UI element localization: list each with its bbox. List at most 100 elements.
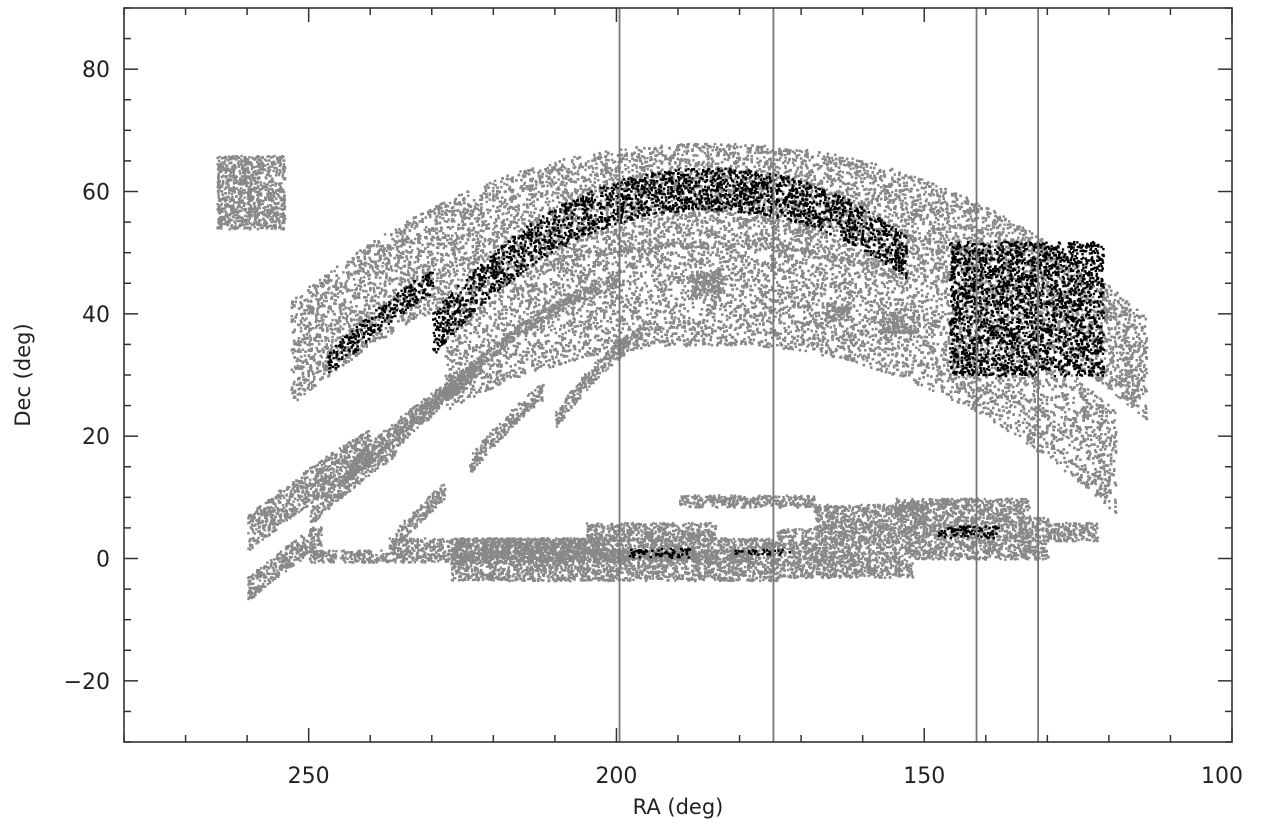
data-point [924, 186, 928, 189]
data-point [1093, 313, 1096, 317]
data-point [431, 263, 434, 266]
data-point [925, 198, 928, 201]
data-point [487, 255, 490, 258]
data-point [1115, 351, 1119, 355]
data-point [830, 156, 834, 160]
data-point [898, 242, 902, 245]
data-point [318, 323, 321, 327]
data-point [425, 294, 428, 298]
data-point [476, 240, 480, 243]
data-point [827, 201, 831, 204]
data-points-layer [216, 142, 1149, 601]
data-point [293, 320, 297, 323]
data-point [1034, 261, 1037, 264]
data-point [730, 203, 734, 206]
data-point [351, 289, 354, 292]
data-point [453, 209, 456, 212]
data-point [869, 239, 872, 242]
data-point [650, 158, 654, 161]
data-point [1016, 314, 1019, 317]
data-point [554, 222, 557, 225]
data-point [494, 218, 498, 221]
data-point [418, 237, 422, 240]
data-point [678, 143, 681, 147]
data-point [439, 271, 442, 274]
data-point [492, 205, 495, 208]
data-point [317, 350, 320, 353]
data-point [624, 148, 627, 151]
data-point [566, 225, 569, 228]
data-point [835, 198, 838, 202]
data-point [893, 173, 896, 176]
data-point [1000, 277, 1003, 280]
data-point [666, 238, 670, 242]
data-point [508, 225, 512, 229]
data-point [957, 223, 960, 227]
data-point [571, 159, 574, 162]
data-point [470, 229, 473, 232]
data-point [540, 224, 544, 227]
data-point [646, 176, 649, 179]
data-point [808, 237, 811, 240]
data-point [1145, 371, 1149, 375]
data-point [413, 227, 416, 230]
data-point [1142, 344, 1145, 348]
data-point [1139, 369, 1143, 372]
data-point [919, 218, 923, 221]
data-point [781, 207, 784, 210]
data-point [649, 224, 653, 227]
data-point [918, 195, 922, 198]
data-point [320, 316, 323, 320]
data-point [1143, 363, 1146, 367]
data-point [674, 181, 678, 184]
data-point [307, 306, 310, 309]
data-point [324, 360, 327, 363]
data-point [650, 240, 653, 244]
data-point [765, 242, 768, 246]
data-point [739, 226, 742, 229]
data-point [1114, 367, 1117, 370]
data-point [640, 216, 643, 220]
data-point [609, 212, 613, 215]
data-point [622, 251, 626, 254]
data-point [552, 191, 555, 194]
data-point [566, 191, 570, 195]
data-point [414, 237, 417, 241]
data-point [646, 168, 649, 171]
data-point [1113, 312, 1116, 315]
data-point [523, 218, 526, 221]
data-point [692, 220, 695, 223]
data-point [342, 271, 345, 274]
data-point [410, 306, 413, 310]
data-point [485, 227, 488, 231]
data-point [635, 170, 639, 173]
data-point [557, 178, 560, 181]
data-point [913, 266, 916, 269]
data-point [898, 229, 902, 232]
data-point [1095, 378, 1099, 382]
data-point [324, 339, 327, 342]
data-point [640, 168, 644, 172]
data-point [560, 234, 563, 237]
data-point [616, 236, 620, 239]
data-point [488, 198, 491, 201]
data-point [929, 240, 932, 243]
data-point [967, 255, 970, 258]
data-point [366, 252, 369, 255]
data-point [408, 260, 411, 264]
data-point [380, 287, 383, 290]
data-point [872, 254, 876, 257]
data-point [1006, 259, 1009, 262]
data-point [1122, 384, 1125, 387]
data-point [778, 176, 781, 179]
data-point [1067, 288, 1070, 291]
data-point [353, 297, 356, 300]
data-point [851, 157, 854, 160]
data-point [440, 259, 443, 262]
data-point [869, 176, 872, 179]
data-point [331, 318, 334, 322]
data-point [976, 236, 980, 240]
data-point [887, 221, 890, 224]
data-point [941, 201, 945, 204]
data-point [589, 209, 593, 212]
